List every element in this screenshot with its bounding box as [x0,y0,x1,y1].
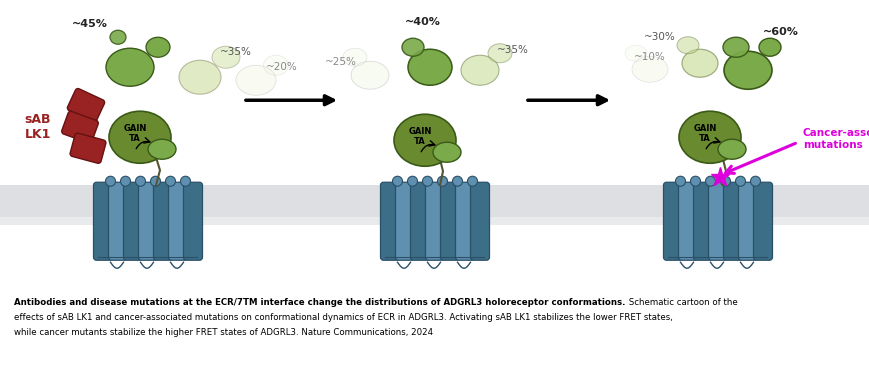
Text: ~45%: ~45% [72,19,108,29]
Ellipse shape [681,49,717,77]
Text: Cancer-associated
mutations: Cancer-associated mutations [802,128,869,150]
Text: GAIN
TA: GAIN TA [408,127,431,146]
Ellipse shape [408,49,452,85]
FancyBboxPatch shape [153,182,172,260]
FancyBboxPatch shape [183,182,202,260]
Ellipse shape [105,176,116,186]
Text: GAIN
TA: GAIN TA [123,124,147,143]
FancyBboxPatch shape [410,182,429,260]
Ellipse shape [437,176,447,186]
FancyBboxPatch shape [138,182,157,260]
FancyBboxPatch shape [67,89,104,122]
FancyBboxPatch shape [93,182,112,260]
Text: Schematic cartoon of the: Schematic cartoon of the [625,298,736,307]
Text: GAIN
TA: GAIN TA [693,124,716,143]
FancyBboxPatch shape [738,182,757,260]
Text: ~30%: ~30% [644,32,675,42]
Ellipse shape [467,176,477,186]
Ellipse shape [723,51,771,89]
Ellipse shape [392,176,402,186]
Bar [0,185,869,225]
Ellipse shape [148,139,176,159]
Ellipse shape [150,176,160,186]
FancyBboxPatch shape [425,182,444,260]
Ellipse shape [136,176,145,186]
Ellipse shape [734,176,745,186]
Text: effects of sAB LK1 and cancer-associated mutations on conformational dynamics of: effects of sAB LK1 and cancer-associated… [14,313,672,322]
Ellipse shape [678,111,740,163]
Ellipse shape [121,176,130,186]
Ellipse shape [401,38,423,56]
Text: ~10%: ~10% [634,52,666,62]
FancyBboxPatch shape [395,182,414,260]
FancyBboxPatch shape [380,182,399,260]
Ellipse shape [720,176,730,186]
FancyBboxPatch shape [440,182,459,260]
Text: ~35%: ~35% [220,47,252,57]
FancyBboxPatch shape [693,182,712,260]
FancyBboxPatch shape [123,182,143,260]
Ellipse shape [705,176,714,186]
FancyBboxPatch shape [723,182,741,260]
Ellipse shape [676,37,698,54]
FancyBboxPatch shape [753,182,772,260]
FancyBboxPatch shape [455,182,474,260]
FancyBboxPatch shape [109,182,128,260]
Ellipse shape [394,114,455,166]
Ellipse shape [722,37,748,57]
Ellipse shape [452,176,462,186]
Ellipse shape [750,176,760,186]
Ellipse shape [179,60,221,94]
Ellipse shape [106,48,154,86]
Ellipse shape [212,46,240,68]
FancyBboxPatch shape [470,182,489,260]
Ellipse shape [263,55,289,75]
Text: while cancer mutants stabilize the higher FRET states of ADGRL3. Nature Communic: while cancer mutants stabilize the highe… [14,328,433,337]
FancyBboxPatch shape [70,133,106,163]
FancyBboxPatch shape [169,182,188,260]
Ellipse shape [342,48,367,66]
Ellipse shape [624,45,647,61]
Ellipse shape [488,44,512,63]
Text: ~40%: ~40% [405,17,441,27]
Ellipse shape [717,139,745,159]
Ellipse shape [758,38,780,56]
FancyBboxPatch shape [62,111,98,143]
Ellipse shape [631,56,667,82]
Ellipse shape [109,30,126,44]
Ellipse shape [235,65,275,95]
Text: ~35%: ~35% [496,45,528,55]
FancyBboxPatch shape [707,182,726,260]
Ellipse shape [350,61,388,89]
Ellipse shape [407,176,417,186]
Text: sAB
LK1: sAB LK1 [24,113,51,141]
Ellipse shape [690,176,700,186]
Ellipse shape [165,176,176,186]
FancyBboxPatch shape [663,182,681,260]
Ellipse shape [109,111,171,163]
Ellipse shape [674,176,685,186]
Text: ~25%: ~25% [325,57,356,67]
Text: ~20%: ~20% [266,62,297,72]
Ellipse shape [433,142,461,162]
Ellipse shape [461,55,499,85]
Bar [0,217,869,225]
Ellipse shape [146,37,169,57]
Text: ~60%: ~60% [762,27,798,37]
Ellipse shape [422,176,432,186]
FancyBboxPatch shape [678,182,697,260]
Ellipse shape [180,176,190,186]
Text: Antibodies and disease mutations at the ECR/7TM interface change the distributio: Antibodies and disease mutations at the … [14,298,625,307]
